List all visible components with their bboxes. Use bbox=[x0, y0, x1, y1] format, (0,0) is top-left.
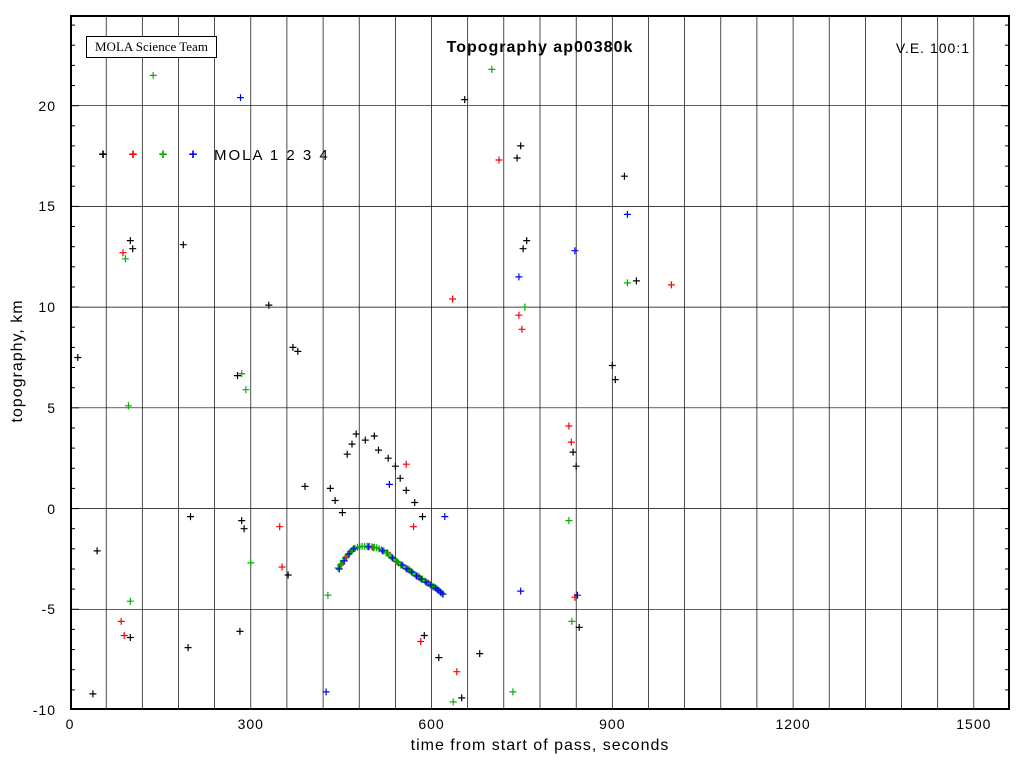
legend-marker-mola-1: + bbox=[98, 146, 108, 163]
x-tick-label-600: 600 bbox=[418, 716, 445, 732]
y-tick-label-15: 15 bbox=[38, 198, 56, 215]
x-tick-label-900: 900 bbox=[599, 716, 626, 732]
y-tick-label-10: 10 bbox=[38, 299, 56, 316]
y-tick-label-5: 5 bbox=[47, 399, 56, 416]
plot-frame bbox=[70, 15, 1010, 710]
x-tick-label-1200: 1200 bbox=[775, 716, 811, 732]
y-tick-label--5: -5 bbox=[41, 601, 56, 618]
legend-marker-mola-4: + bbox=[188, 146, 198, 163]
vertical-exaggeration-label: V.E. 100:1 bbox=[895, 40, 970, 56]
x-axis-title: time from start of pass, seconds bbox=[410, 737, 670, 754]
plot-title: Topography ap00380k bbox=[446, 39, 634, 56]
y-tick-label--10: -10 bbox=[32, 702, 56, 718]
credit-box: MOLA Science Team bbox=[86, 36, 217, 58]
x-tick-label-0: 0 bbox=[65, 716, 75, 732]
legend: + + + + MOLA 1 2 3 4 bbox=[88, 146, 330, 164]
legend-label: MOLA 1 2 3 4 bbox=[214, 146, 330, 164]
legend-marker-mola-3: + bbox=[158, 146, 168, 163]
y-tick-label-0: 0 bbox=[47, 500, 56, 517]
y-tick-label-20: 20 bbox=[38, 97, 56, 114]
series-mola-1 bbox=[74, 96, 640, 702]
legend-marker-mola-2: + bbox=[128, 146, 138, 163]
series-mola-3 bbox=[121, 65, 631, 706]
plot-area: MOLA Science Team Topography ap00380k V.… bbox=[70, 15, 1010, 710]
scatter-plot-canvas bbox=[70, 15, 1010, 710]
y-axis-title: topography, km bbox=[9, 299, 26, 423]
x-tick-label-1500: 1500 bbox=[956, 716, 992, 732]
series-mola-4 bbox=[237, 94, 631, 696]
legend-markers: + + + + bbox=[88, 146, 208, 164]
series-mola-2 bbox=[117, 156, 675, 676]
x-tick-label-300: 300 bbox=[237, 716, 264, 732]
